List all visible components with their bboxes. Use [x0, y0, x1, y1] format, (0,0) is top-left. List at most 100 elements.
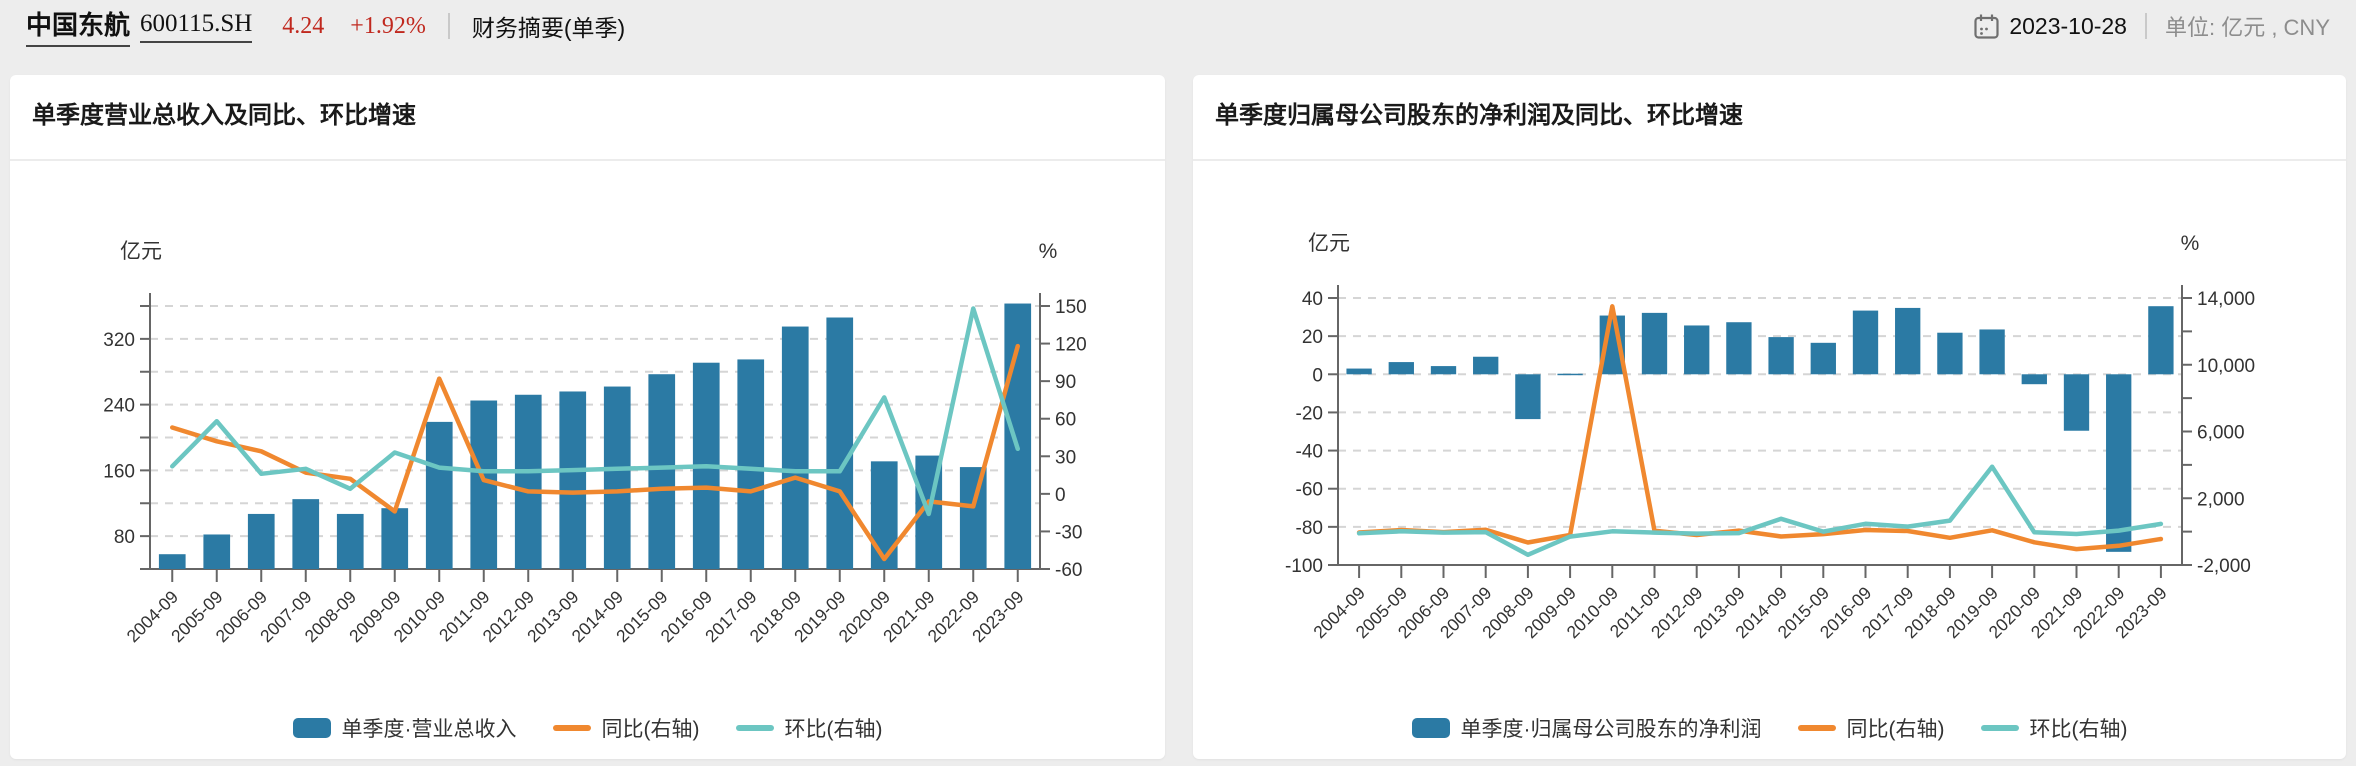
- right-axis-tick-label: 2,000: [2197, 489, 2245, 510]
- legend-swatch: [552, 725, 591, 731]
- net-profit-chart-legend: 单季度·归属母公司股东的净利润 同比(右轴) 环比(右轴): [1193, 713, 2346, 743]
- header-divider: [447, 13, 450, 39]
- section-label: 财务摘要(单季): [471, 15, 626, 41]
- bar-2011-09: [1641, 312, 1668, 375]
- bar-2014-09: [603, 386, 631, 569]
- bar-2020-09: [2021, 374, 2047, 385]
- bar-2009-09: [1557, 373, 1583, 376]
- bar-2023-09: [1004, 303, 1032, 569]
- bar-2005-09: [203, 534, 231, 569]
- legend-item-qoq[interactable]: 环比(右轴): [1980, 713, 2128, 743]
- legend-item-bar-series[interactable]: 单季度·归属母公司股东的净利润: [1411, 713, 1762, 743]
- bar-2006-09: [1430, 366, 1457, 375]
- right-axis-tick-label: 6,000: [2197, 423, 2245, 444]
- header-divider-2: [2144, 13, 2147, 39]
- legend-label: 单季度·归属母公司股东的净利润: [1460, 718, 1762, 741]
- legend-label: 同比(右轴): [601, 718, 700, 741]
- left-axis-tick-label: -60: [1296, 480, 1323, 501]
- bar-2009-09: [381, 508, 409, 569]
- gridlines: [1338, 297, 2182, 528]
- revenue-chart-legend: 单季度·营业总收入 同比(右轴) 环比(右轴): [10, 713, 1165, 743]
- right-axis-tick-label: 30: [1055, 447, 1076, 468]
- revenue-chart-title: 单季度营业总收入及同比、环比增速: [10, 75, 1165, 161]
- calendar-icon[interactable]: [1973, 13, 2000, 40]
- bar-2007-09: [1473, 356, 1499, 375]
- legend-label: 环比(右轴): [2029, 718, 2128, 741]
- bar-2018-09: [1937, 332, 1963, 375]
- left-axis-tick-label: 240: [103, 396, 135, 417]
- legend-item-yoy[interactable]: 同比(右轴): [552, 713, 700, 743]
- right-axis-tick-label: -2,000: [2197, 556, 2251, 577]
- right-axis-tick-label: 90: [1055, 372, 1076, 393]
- bar-2012-09: [1684, 325, 1710, 375]
- bar-2012-09: [514, 394, 542, 569]
- bar-series[interactable]: [1346, 306, 2174, 552]
- bar-2008-09: [336, 513, 364, 569]
- bar-2013-09: [1726, 322, 1752, 375]
- bar-2007-09: [292, 499, 320, 569]
- right-axis-tick-label: -60: [1055, 560, 1082, 581]
- bar-2008-09: [1515, 374, 1541, 420]
- left-axis-tick-label: -80: [1296, 518, 1323, 539]
- net-profit-chart-title: 单季度归属母公司股东的净利润及同比、环比增速: [1193, 75, 2346, 161]
- legend-label: 单季度·营业总收入: [341, 718, 517, 741]
- right-axis-tick-label: -30: [1055, 522, 1082, 543]
- bar-2023-09: [2148, 306, 2174, 375]
- bar-2005-09: [1388, 362, 1414, 375]
- bar-2004-09: [1346, 368, 1372, 375]
- bar-2019-09: [1979, 329, 2005, 375]
- yoy-line[interactable]: [1356, 304, 2164, 552]
- legend-item-bar-series[interactable]: 单季度·营业总收入: [292, 713, 517, 743]
- right-axis-tick-label: 60: [1055, 410, 1076, 431]
- legend-label: 环比(右轴): [784, 718, 883, 741]
- bar-2020-09: [870, 461, 898, 569]
- left-axis-tick-label: 40: [1302, 289, 1323, 310]
- legend-item-yoy[interactable]: 同比(右轴): [1797, 713, 1945, 743]
- bar-2006-09: [247, 513, 275, 569]
- left-axis-tick-label: 320: [103, 330, 135, 351]
- stock-code: 600115.SH: [140, 10, 253, 43]
- stock-name: 中国东航: [26, 5, 131, 47]
- legend-item-qoq[interactable]: 环比(右轴): [735, 713, 883, 743]
- right-axis-unit: %: [1039, 240, 1058, 263]
- bar-2004-09: [158, 554, 186, 569]
- bar-2021-09: [2063, 374, 2090, 431]
- bar-2015-09: [1810, 342, 1836, 375]
- left-axis-tick-label: -40: [1296, 442, 1323, 463]
- left-axis-tick-label: 20: [1302, 327, 1323, 348]
- qoq-line[interactable]: [170, 306, 1020, 517]
- gridlines: [150, 305, 1040, 538]
- bar-2019-09: [826, 317, 854, 569]
- left-axis-tick-label: -20: [1296, 403, 1323, 424]
- bar-2017-09: [737, 359, 765, 569]
- left-axis-tick-label: -100: [1285, 556, 1323, 577]
- revenue-chart-card: 单季度营业总收入及同比、环比增速 80 160 240 320 -60 -30 0 30 60 9…: [10, 75, 1165, 759]
- left-axis-tick-label: 0: [1312, 365, 1323, 386]
- bar-2013-09: [559, 391, 587, 569]
- qoq-line[interactable]: [1356, 464, 2164, 558]
- report-date-picker[interactable]: 2023-10-28: [2009, 12, 2127, 39]
- net-profit-chart-canvas[interactable]: -100 -80 -60 -40 -20 0 20 40 -2,000 2,000 6,000 10,…: [1193, 161, 2346, 653]
- unit-label: 单位: 亿元 , CNY: [2164, 15, 2330, 40]
- right-axis-tick-label: 150: [1055, 297, 1087, 318]
- bar-2014-09: [1768, 337, 1794, 375]
- bar-2017-09: [1895, 307, 1921, 375]
- bar-2010-09: [425, 421, 453, 569]
- right-axis-tick-label: 0: [1055, 485, 1066, 506]
- left-axis-unit: 亿元: [120, 240, 162, 263]
- legend-swatch: [1411, 718, 1450, 738]
- right-axis-tick-label: 10,000: [2197, 356, 2255, 377]
- bar-2011-09: [470, 400, 498, 569]
- bar-2022-09: [959, 467, 987, 569]
- net-profit-chart-card: 单季度归属母公司股东的净利润及同比、环比增速 -100 -80 -60 -40 -20 0…: [1193, 75, 2346, 759]
- axes: [1328, 285, 2192, 578]
- right-axis-unit: %: [2181, 232, 2200, 255]
- left-axis-tick-label: 160: [103, 461, 135, 482]
- right-axis-tick-label: 14,000: [2197, 289, 2255, 310]
- stock-change-percent: +1.92%: [350, 12, 426, 39]
- left-axis-unit: 亿元: [1308, 232, 1350, 255]
- top-quote-bar: 中国东航 600115.SH 4.24 +1.92% 财务摘要(单季) 2023…: [26, 5, 2330, 47]
